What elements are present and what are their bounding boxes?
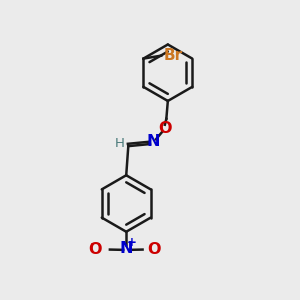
Text: −: − bbox=[89, 238, 100, 251]
Text: O: O bbox=[158, 121, 172, 136]
Text: N: N bbox=[119, 241, 133, 256]
Text: N: N bbox=[146, 134, 160, 149]
Text: O: O bbox=[88, 242, 102, 257]
Text: +: + bbox=[127, 236, 136, 249]
Text: H: H bbox=[114, 137, 124, 150]
Text: Br: Br bbox=[164, 48, 183, 63]
Text: O: O bbox=[147, 242, 160, 257]
